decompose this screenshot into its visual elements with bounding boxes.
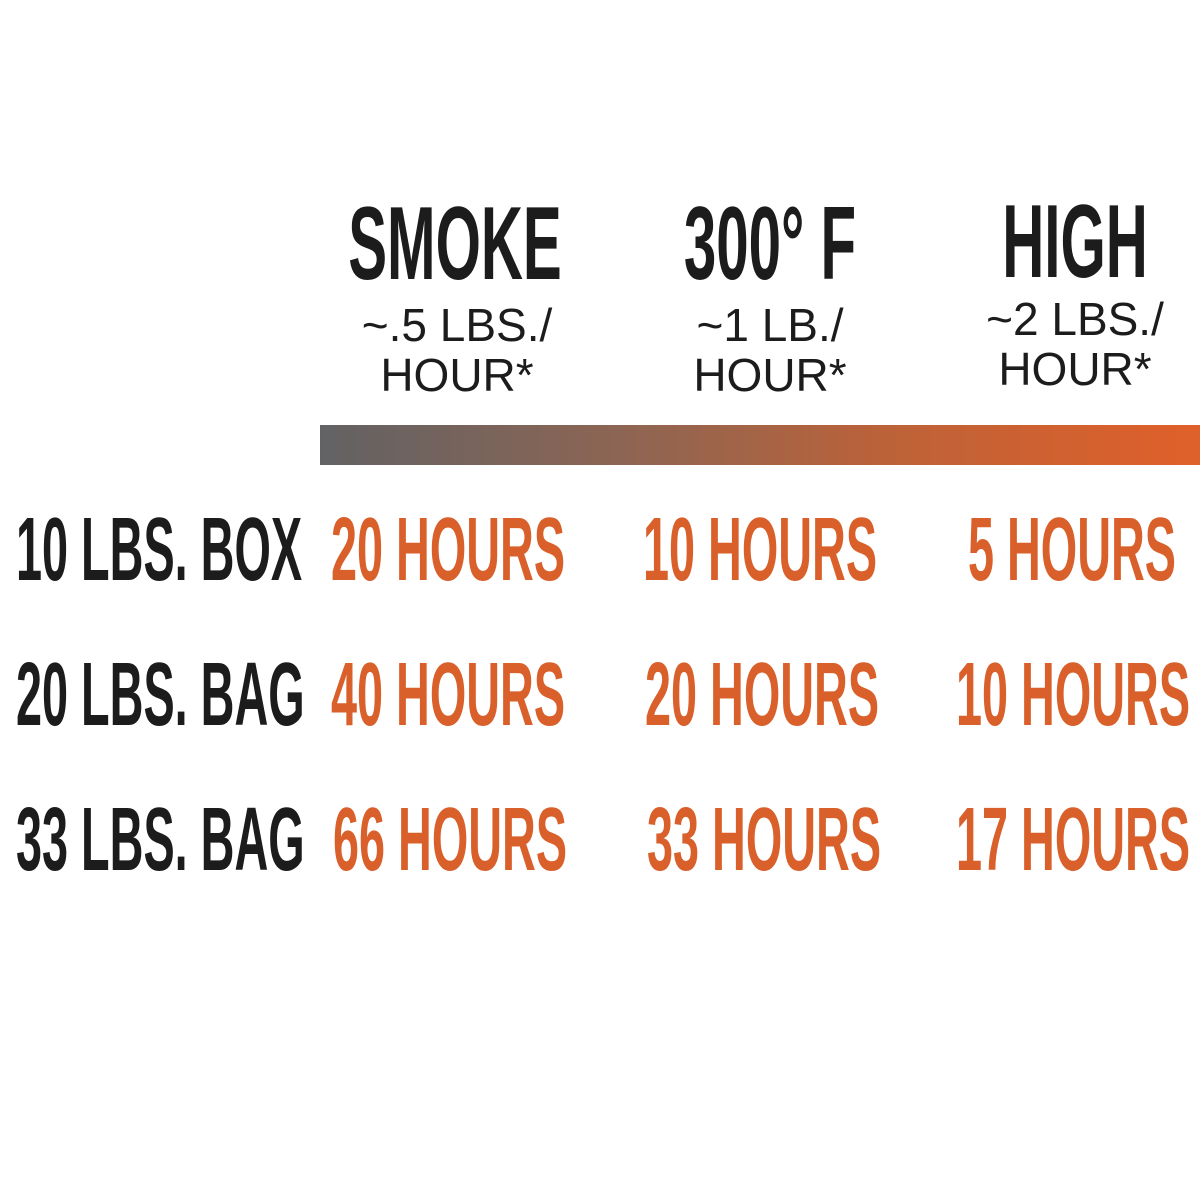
- column-rate: ~.5 LBS./ HOUR*: [362, 300, 553, 400]
- table-cell: 66 HOURS: [332, 790, 568, 890]
- table-cell: 20 HOURS: [330, 500, 566, 600]
- rate-line: ~2 LBS./: [986, 293, 1164, 345]
- row-label: 10 LBS. BOX: [16, 500, 303, 600]
- table-cell: 40 HOURS: [330, 645, 566, 745]
- row-label: 33 LBS. BAG: [16, 790, 305, 890]
- column-rate: ~1 LB./ HOUR*: [693, 300, 846, 400]
- column-title: 300° F: [683, 186, 857, 302]
- rate-line: ~.5 LBS./: [361, 299, 553, 351]
- table-cell: 20 HOURS: [644, 645, 880, 745]
- column-title: HIGH: [1002, 184, 1148, 300]
- rate-line: HOUR*: [380, 349, 534, 401]
- row-label: 20 LBS. BAG: [16, 645, 305, 745]
- rate-line: HOUR*: [998, 343, 1152, 395]
- rate-line: HOUR*: [693, 349, 847, 401]
- rate-line: ~1 LB./: [696, 299, 844, 351]
- table-cell: 5 HOURS: [967, 500, 1177, 600]
- table-cell: 10 HOURS: [955, 645, 1191, 745]
- column-title: SMOKE: [348, 186, 562, 302]
- table-cell: 10 HOURS: [642, 500, 878, 600]
- table-cell: 33 HOURS: [646, 790, 882, 890]
- column-rate: ~2 LBS./ HOUR*: [986, 294, 1164, 394]
- table-cell: 17 HOURS: [955, 790, 1191, 890]
- heat-gradient-bar: [320, 425, 1200, 465]
